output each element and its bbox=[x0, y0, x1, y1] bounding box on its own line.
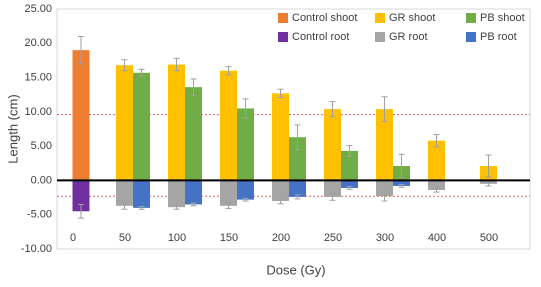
error-bar bbox=[398, 184, 405, 188]
legend-swatch bbox=[278, 32, 288, 42]
bar bbox=[324, 109, 341, 181]
bar bbox=[376, 180, 393, 197]
error-bar bbox=[225, 66, 232, 76]
error-bar bbox=[485, 154, 492, 178]
legend-label: Control root bbox=[292, 31, 349, 43]
error-bar bbox=[398, 153, 405, 179]
bar bbox=[220, 70, 237, 181]
error-bar bbox=[173, 204, 180, 210]
bar bbox=[324, 180, 341, 197]
bar bbox=[272, 93, 289, 181]
error-bar bbox=[329, 101, 336, 118]
error-bar bbox=[277, 197, 284, 205]
bar bbox=[168, 64, 185, 181]
bar bbox=[289, 180, 306, 197]
bar bbox=[237, 108, 254, 181]
legend-swatch bbox=[375, 32, 385, 42]
x-tick-label: 250 bbox=[324, 232, 342, 244]
x-tick-label: 0 bbox=[70, 232, 76, 244]
bar bbox=[133, 72, 150, 181]
error-bar bbox=[346, 186, 353, 190]
error-bar bbox=[225, 202, 232, 210]
bar bbox=[272, 180, 289, 201]
bar bbox=[341, 150, 358, 181]
error-bar bbox=[190, 202, 197, 207]
bar bbox=[376, 109, 393, 181]
bar bbox=[341, 180, 358, 188]
y-tick-label: -10.00 bbox=[21, 243, 52, 255]
y-tick-label: -5.00 bbox=[27, 209, 52, 221]
bar bbox=[168, 180, 185, 208]
bar bbox=[220, 180, 237, 206]
bar bbox=[393, 180, 410, 186]
error-bar bbox=[381, 96, 388, 122]
bar bbox=[72, 50, 90, 181]
error-bar bbox=[121, 201, 128, 210]
legend-label: PB shoot bbox=[480, 12, 525, 24]
x-tick-label: 300 bbox=[376, 232, 394, 244]
error-bar bbox=[294, 194, 301, 200]
error-bar bbox=[242, 197, 249, 202]
bar bbox=[185, 180, 202, 205]
error-bar bbox=[242, 98, 249, 119]
error-bar bbox=[433, 133, 440, 148]
bar bbox=[428, 180, 445, 191]
y-tick-label: 0.00 bbox=[31, 174, 52, 186]
x-tick-label: 500 bbox=[480, 232, 498, 244]
error-bar bbox=[294, 124, 301, 151]
y-tick-label: 15.00 bbox=[24, 71, 52, 83]
plot-area bbox=[56, 8, 531, 250]
legend-swatch bbox=[375, 13, 385, 23]
legend-label: PB root bbox=[480, 31, 517, 43]
error-bar bbox=[78, 35, 84, 65]
y-tick-label: 25.00 bbox=[24, 3, 52, 15]
error-bar bbox=[329, 192, 336, 201]
error-bar bbox=[381, 190, 388, 202]
y-tick-label: 20.00 bbox=[24, 37, 52, 49]
x-tick-label: 50 bbox=[119, 232, 131, 244]
legend-swatch bbox=[466, 13, 476, 23]
error-bar bbox=[277, 88, 284, 98]
error-bar bbox=[138, 68, 145, 77]
y-tick-label: 5.00 bbox=[31, 140, 52, 152]
error-bar bbox=[433, 187, 440, 193]
legend-swatch bbox=[466, 32, 476, 42]
bar bbox=[289, 137, 306, 181]
x-axis-title: Dose (Gy) bbox=[266, 262, 325, 277]
error-bar bbox=[121, 59, 128, 72]
error-bar bbox=[138, 205, 145, 210]
error-bar bbox=[346, 144, 353, 157]
bar bbox=[72, 180, 90, 212]
bar bbox=[185, 87, 202, 181]
bar bbox=[116, 65, 133, 181]
legend-label: GR shoot bbox=[389, 12, 435, 24]
error-bar bbox=[173, 57, 180, 72]
legend-label: Control shoot bbox=[292, 12, 357, 24]
error-bar bbox=[190, 78, 197, 96]
error-bar bbox=[485, 181, 492, 187]
bar bbox=[133, 180, 150, 208]
x-tick-label: 200 bbox=[272, 232, 290, 244]
x-tick-label: 150 bbox=[220, 232, 238, 244]
bar bbox=[116, 180, 133, 206]
y-tick-label: 10.00 bbox=[24, 106, 52, 118]
legend-label: GR root bbox=[389, 31, 428, 43]
error-bar bbox=[78, 203, 84, 219]
legend-swatch bbox=[278, 13, 288, 23]
bar bbox=[428, 140, 445, 181]
bar bbox=[237, 180, 254, 200]
x-tick-label: 100 bbox=[168, 232, 186, 244]
x-tick-label: 400 bbox=[428, 232, 446, 244]
y-axis-title: Length (cm) bbox=[5, 94, 20, 163]
